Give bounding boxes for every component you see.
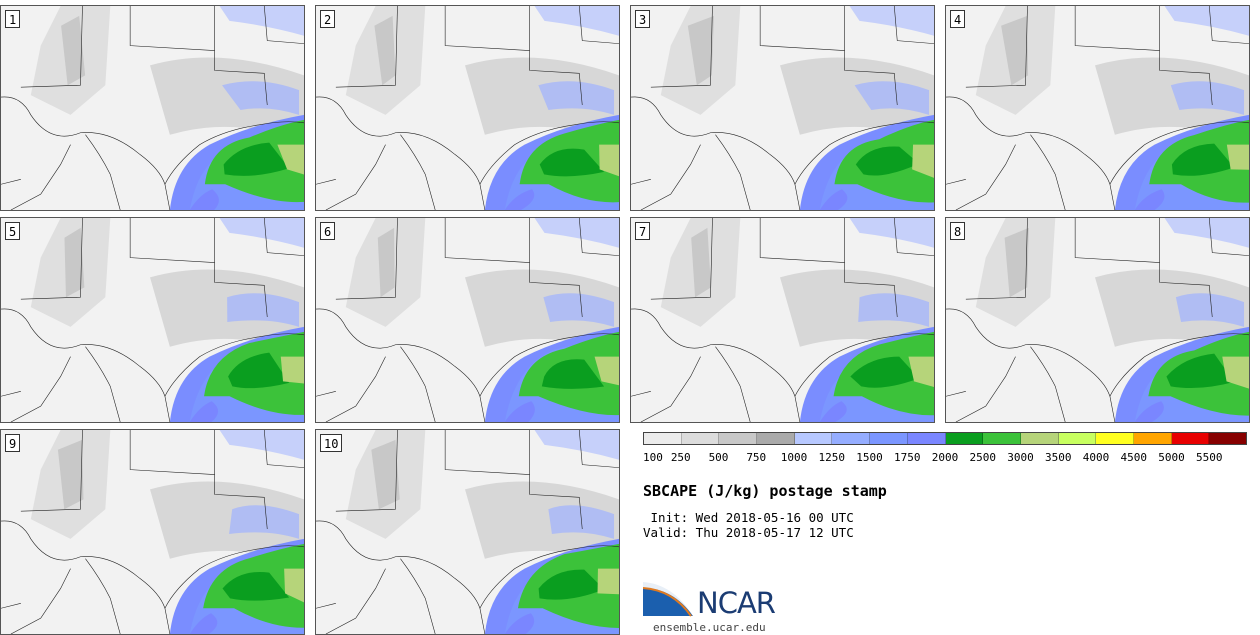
member-label: 4 (950, 10, 966, 28)
colorbar-ticks: 100 250 500 750 1000 1250 1500 1750 2000 2500 3000… (643, 451, 1247, 465)
member-label: 9 (5, 434, 21, 452)
init-time: Init: Wed 2018-05-16 00 UTC (643, 510, 854, 525)
colorbar-tick-label: 5000 (1158, 451, 1185, 464)
colorbar-swatch (794, 433, 833, 444)
chart-title: SBCAPE (J/kg) postage stamp (643, 482, 887, 500)
ensemble-member-panel: 1 (0, 5, 305, 211)
colorbar-swatch (945, 433, 984, 444)
colorbar-swatch (1096, 433, 1134, 444)
member-label: 8 (950, 222, 966, 240)
ncar-logo-icon (643, 581, 693, 617)
ensemble-member-panel: 2 (315, 5, 620, 211)
colorbar-tick-label: 250 (670, 451, 691, 464)
ensemble-member-panel: 10 (315, 429, 620, 635)
valid-time: Valid: Thu 2018-05-17 12 UTC (643, 525, 854, 540)
colorbar-swatch (1171, 433, 1210, 444)
colorbar-swatch (1058, 433, 1097, 444)
ensemble-member-panel: 8 (945, 217, 1250, 423)
colorbar-swatch (870, 433, 908, 444)
ncar-logo-text: NCAR (697, 586, 776, 620)
member-label: 1 (5, 10, 21, 28)
colorbar-tick-label: 2500 (969, 451, 997, 464)
member-label: 5 (5, 222, 21, 240)
member-label: 3 (635, 10, 651, 28)
colorbar-tick-label: 1750 (894, 451, 921, 464)
colorbar-tick-label: 4500 (1120, 451, 1148, 464)
ensemble-member-panel: 3 (630, 5, 935, 211)
colorbar-tick-label: 2000 (931, 451, 959, 464)
colorbar-swatch (681, 433, 720, 444)
colorbar-tick-label: 100 (643, 451, 663, 464)
member-label: 2 (320, 10, 336, 28)
colorbar-swatch (832, 433, 871, 444)
ensemble-member-panel: 5 (0, 217, 305, 423)
colorbar-tick-label: 1500 (856, 451, 883, 464)
colorbar-tick-label: 3500 (1045, 451, 1072, 464)
member-label: 10 (320, 434, 343, 452)
colorbar-tick-label: 1250 (818, 451, 846, 464)
member-label: 6 (320, 222, 336, 240)
colorbar-tick-label: 5500 (1196, 451, 1223, 464)
colorbar-tick-label: 3000 (1007, 451, 1034, 464)
ensemble-member-panel: 6 (315, 217, 620, 423)
site-url: ensemble.ucar.edu (653, 621, 766, 634)
colorbar-swatch (907, 433, 946, 444)
colorbar-tick-label: 1000 (780, 451, 808, 464)
ensemble-member-panel: 9 (0, 429, 305, 635)
colorbar-tick-label: 500 (708, 451, 729, 464)
colorbar-swatch (644, 433, 682, 444)
member-label: 7 (635, 222, 651, 240)
colorbar-swatch (1133, 433, 1172, 444)
colorbar-swatch (719, 433, 758, 444)
colorbar-tick-label: 750 (746, 451, 767, 464)
colorbar-swatch (757, 433, 795, 444)
colorbar (643, 432, 1247, 445)
colorbar-swatch (1209, 433, 1246, 444)
colorbar-swatch (983, 433, 1021, 444)
ensemble-member-panel: 7 (630, 217, 935, 423)
colorbar-swatch (1020, 433, 1059, 444)
colorbar-tick-label: 4000 (1082, 451, 1110, 464)
ensemble-member-panel: 4 (945, 5, 1250, 211)
